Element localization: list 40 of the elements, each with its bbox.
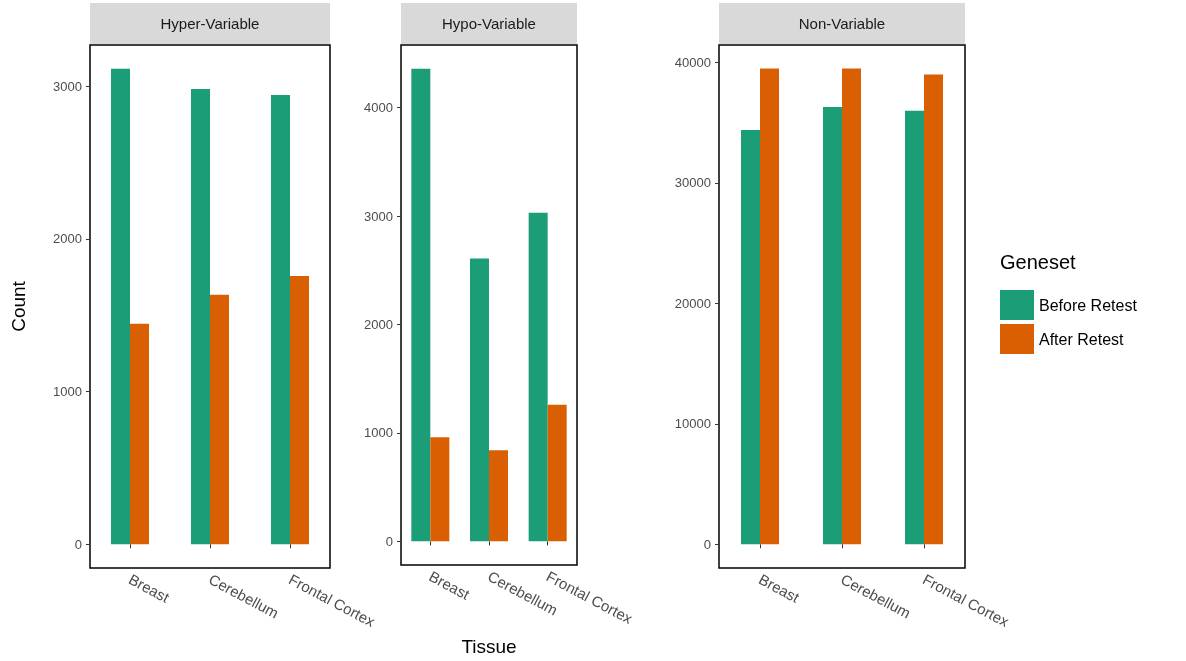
bar bbox=[430, 437, 450, 542]
y-axis-title: Count bbox=[8, 280, 29, 332]
y-tick-label: 2000 bbox=[53, 231, 82, 247]
y-tick-label: 3000 bbox=[53, 78, 82, 94]
y-tick-label: 2000 bbox=[364, 317, 393, 333]
y-tick-label: 0 bbox=[385, 533, 393, 549]
y-tick-label: 0 bbox=[703, 536, 711, 552]
y-tick-label: 1000 bbox=[364, 425, 393, 441]
bar bbox=[130, 323, 149, 545]
y-tick-label: 20000 bbox=[674, 295, 711, 311]
x-axis-title: Tissue bbox=[461, 636, 517, 657]
y-tick-label: 0 bbox=[74, 536, 82, 552]
bar bbox=[210, 294, 229, 545]
bar bbox=[741, 129, 760, 545]
bar bbox=[924, 74, 943, 545]
chart-title: Hyper-Variable bbox=[90, 3, 330, 44]
y-tick-label: 1000 bbox=[53, 384, 82, 400]
y-tick-label: 40000 bbox=[674, 55, 711, 71]
bar bbox=[271, 95, 290, 545]
bar bbox=[842, 68, 861, 545]
y-tick-label: 4000 bbox=[364, 100, 393, 116]
bar bbox=[489, 450, 508, 542]
bar bbox=[760, 68, 779, 545]
bar bbox=[191, 89, 210, 545]
y-tick-label: 30000 bbox=[674, 175, 711, 191]
bar bbox=[411, 68, 431, 542]
y-tick-label: 10000 bbox=[674, 416, 711, 432]
bar bbox=[470, 258, 489, 542]
bar bbox=[905, 110, 924, 545]
bar bbox=[111, 68, 130, 545]
legend-label: After Retest bbox=[1039, 330, 1125, 348]
bar bbox=[823, 107, 842, 545]
bar bbox=[547, 404, 567, 542]
bar bbox=[528, 212, 548, 542]
y-tick-label: 3000 bbox=[364, 208, 393, 224]
legend-title: Geneset bbox=[1000, 251, 1077, 273]
legend-label: Before Retest bbox=[1039, 296, 1138, 314]
bar bbox=[290, 275, 309, 545]
chart-title: Hypo-Variable bbox=[401, 3, 577, 44]
chart-title: Non-Variable bbox=[719, 3, 965, 44]
